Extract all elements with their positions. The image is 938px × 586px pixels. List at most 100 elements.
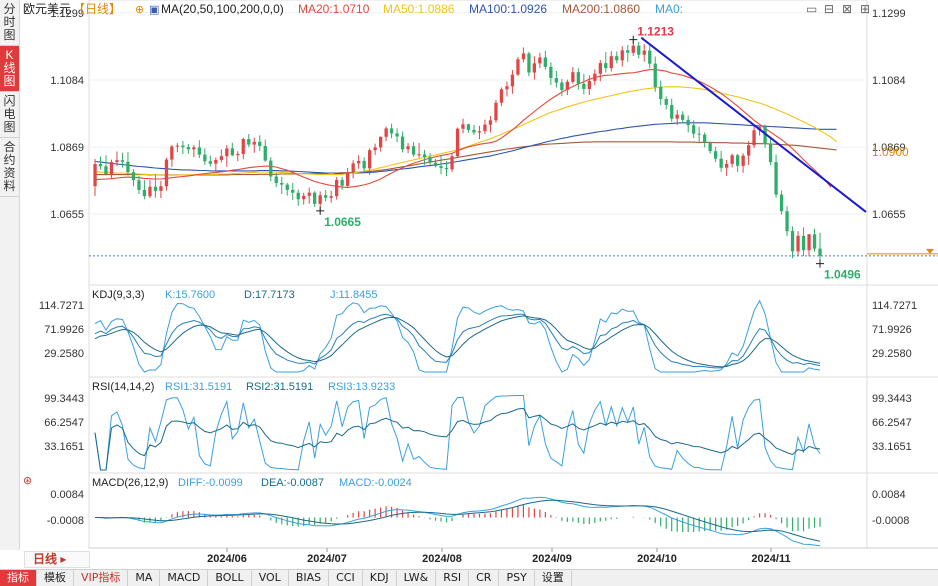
candle-body <box>258 141 262 146</box>
rsi-tick-right-1: 66.2547 <box>872 417 912 429</box>
candle-body <box>252 141 256 145</box>
bottom-tab-13[interactable]: PSY <box>499 570 535 586</box>
period-tag: 【日线】 <box>73 2 121 16</box>
candle-body <box>455 128 460 157</box>
candle-body <box>98 164 103 167</box>
rsi-tick-left-0: 99.3443 <box>44 393 84 405</box>
kdj-d-line <box>94 315 821 368</box>
bottom-tab-10[interactable]: LW& <box>397 570 437 586</box>
macd-diff-line <box>94 496 821 547</box>
bottom-tab-2[interactable]: VIP指标 <box>74 570 129 586</box>
candle-body <box>560 82 564 90</box>
low-marker <box>316 206 325 215</box>
candle-body <box>170 146 174 160</box>
candle-body <box>626 50 630 53</box>
bottom-tab-8[interactable]: CCI <box>329 570 363 586</box>
time-tick-4: 2024/10 <box>637 553 677 565</box>
candle-body <box>708 142 712 152</box>
macd-settings-icon: ⊛ <box>23 475 32 487</box>
candle-body <box>263 145 267 161</box>
chart[interactable]: 1.1299 1.1299 1.1084 1.1084 1.0869 1.0869 1.06… <box>0 0 938 570</box>
candle-body <box>93 164 97 187</box>
candle-body <box>351 163 355 173</box>
candle-body <box>214 159 218 164</box>
ma-value-4: MA0: <box>655 2 683 16</box>
time-tick-0: 2024/06 <box>207 553 247 565</box>
candle-body <box>406 146 410 150</box>
candle-body <box>527 53 531 73</box>
period-selector[interactable]: 日线 ▸ <box>24 551 90 568</box>
bottom-tab-5[interactable]: BOLL <box>208 570 252 586</box>
candle-body <box>120 160 125 162</box>
candle-body <box>340 179 344 186</box>
candle-body <box>285 184 289 190</box>
candle-body <box>324 195 328 198</box>
candle-body <box>521 53 526 60</box>
ma100-line <box>94 122 837 174</box>
last-low-annotation: 1.0496 <box>824 268 861 282</box>
candle-body <box>499 89 504 103</box>
candle-body <box>175 145 179 147</box>
candle-body <box>725 164 729 168</box>
candle-body <box>104 166 108 174</box>
ma200-line <box>95 141 837 176</box>
candle-body <box>247 139 251 145</box>
candle-body <box>192 147 196 150</box>
candle-body <box>379 136 383 148</box>
candle-body <box>796 235 800 252</box>
candle-body <box>736 155 740 166</box>
candle-body <box>598 63 602 74</box>
bottom-tab-12[interactable]: CR <box>469 570 500 586</box>
candle-body <box>747 145 751 156</box>
ma-value-3: MA200:1.0860 <box>562 2 640 16</box>
rsi-tick-left-1: 66.2547 <box>44 417 84 429</box>
candle-body <box>664 99 668 105</box>
time-tick-2: 2024/08 <box>422 553 462 565</box>
time-tick-1: 2024/07 <box>307 553 347 565</box>
candle-body <box>225 148 229 157</box>
ma-value-0: MA20:1.0710 <box>298 2 370 16</box>
side-tab-1[interactable]: K线图 <box>0 46 19 92</box>
candle-body <box>197 147 201 155</box>
candle-body <box>615 56 619 61</box>
bottom-tab-3[interactable]: MA <box>128 570 161 586</box>
candle-body <box>730 155 734 164</box>
candle-body <box>115 160 119 163</box>
bottom-tab-6[interactable]: VOL <box>252 570 289 586</box>
kdj-k-line <box>94 313 821 369</box>
side-tab-0[interactable]: 分时图 <box>0 0 19 46</box>
rsi-label: RSI(14,14,2) <box>92 381 154 393</box>
ma-settings-icon: ▣ <box>149 4 159 16</box>
candle-body <box>801 235 806 251</box>
candle-body <box>466 124 471 130</box>
indicator-tab-bar: 指标 模板 VIP指标 MA MACD BOLL VOL BIAS CCI KDJ LW& RSI CR… <box>0 569 938 586</box>
macd-value-0: DIFF:-0.0099 <box>178 477 243 489</box>
bottom-tab-11[interactable]: RSI <box>436 570 470 586</box>
candle-body <box>203 154 207 162</box>
candle-body <box>241 139 245 154</box>
bottom-tab-1[interactable]: 模板 <box>37 570 74 586</box>
candle-body <box>357 160 361 164</box>
rsi-value-0: RSI1:31.5191 <box>165 381 232 393</box>
candle-body <box>714 151 718 159</box>
time-tick-3: 2024/09 <box>532 553 572 565</box>
side-tab-3[interactable]: 合约资料 <box>0 138 19 197</box>
candle-body <box>368 150 372 169</box>
side-tab-2[interactable]: 闪电图 <box>0 92 19 138</box>
candle-body <box>126 161 130 173</box>
kdj-value-1: D:17.7173 <box>244 289 295 301</box>
kdj-tick-right-1: 71.9926 <box>872 324 912 336</box>
candle-body <box>318 195 322 204</box>
ma-label: MA(20,50,100,200,0,0) <box>161 2 284 16</box>
bottom-tab-0[interactable]: 指标 <box>0 570 37 586</box>
candle-body <box>779 194 784 212</box>
bottom-tab-9[interactable]: KDJ <box>363 570 397 586</box>
ma-value-1: MA50:1.0886 <box>383 2 455 16</box>
candle-body <box>554 78 558 83</box>
bottom-tab-7[interactable]: BIAS <box>289 570 330 586</box>
bottom-tab-14[interactable]: 设置 <box>535 570 572 586</box>
rsi-tick-right-2: 33.1651 <box>872 441 912 453</box>
bottom-tab-4[interactable]: MACD <box>160 570 209 586</box>
candle-body <box>763 127 767 144</box>
candle-body <box>642 50 646 55</box>
